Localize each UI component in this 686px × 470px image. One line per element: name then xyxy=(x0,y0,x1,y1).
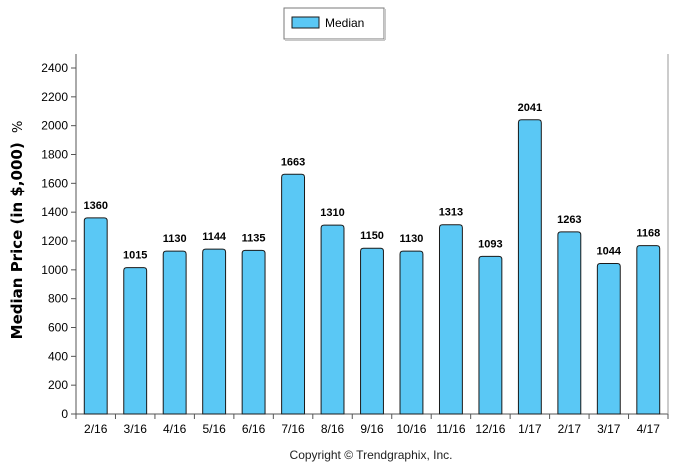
bar-value-label: 1144 xyxy=(202,231,227,243)
y-tick-label: 600 xyxy=(48,321,68,335)
bar-value-label: 1093 xyxy=(478,238,502,250)
y-tick-label: 800 xyxy=(48,292,68,306)
bars: 1360 1015 1130 1144 1135 1663 1310 1150 1130 1313… xyxy=(83,102,661,415)
x-tick-label: 12/16 xyxy=(475,422,505,436)
bar-3-17 xyxy=(596,262,621,415)
x-tick-label: 5/16 xyxy=(202,422,226,436)
y-tick-label: 1200 xyxy=(41,234,68,248)
x-tick-label: 11/16 xyxy=(436,422,465,436)
x-tick-label: 7/16 xyxy=(281,422,305,436)
y-tick-label: 400 xyxy=(48,349,68,363)
bar-value-label: 2041 xyxy=(518,102,542,114)
bar-value-label: 1310 xyxy=(320,207,344,219)
x-tick-label: 3/17 xyxy=(597,422,621,436)
bar-value-label: 1044 xyxy=(597,245,622,257)
bar-11-16 xyxy=(438,224,463,415)
y-tick-label: 2400 xyxy=(41,61,68,75)
x-tick-label: 4/17 xyxy=(637,422,661,436)
y-tick-label: 1000 xyxy=(41,263,68,277)
y-tick-label: 1400 xyxy=(41,205,68,219)
bar-4-17 xyxy=(636,245,661,415)
bar-8-16 xyxy=(320,224,345,415)
x-tick-label: 9/16 xyxy=(360,422,384,436)
y-tick-label: 2200 xyxy=(41,90,68,104)
x-tick-label: 3/16 xyxy=(124,422,148,436)
legend-label-median: Median xyxy=(325,16,364,30)
bar-2-17 xyxy=(557,231,582,415)
legend-swatch xyxy=(291,16,320,29)
y-tick-label: 1800 xyxy=(41,148,68,162)
bar-value-label: 1663 xyxy=(281,156,305,168)
bar-value-label: 1130 xyxy=(400,233,424,245)
y-tick-label: 200 xyxy=(48,378,68,392)
bar-value-label: 1168 xyxy=(636,228,660,240)
legend: Median xyxy=(283,7,386,41)
copyright-text: Copyright © Trendgraphix, Inc. xyxy=(290,448,453,462)
bar-3-16 xyxy=(123,267,148,415)
bar-10-16 xyxy=(399,250,424,415)
bar-value-label: 1015 xyxy=(123,250,147,262)
bar-value-label: 1150 xyxy=(360,230,384,242)
x-tick-label: 2/16 xyxy=(84,422,108,436)
y-tick-label: 1600 xyxy=(41,176,68,190)
y-axis-label-unit: % xyxy=(11,121,26,133)
x-tick-label: 8/16 xyxy=(321,422,345,436)
bar-9-16 xyxy=(360,247,384,415)
bar-value-label: 1263 xyxy=(557,214,581,226)
bar-6-16 xyxy=(241,249,266,415)
bar-12-16 xyxy=(478,255,503,415)
x-tick-label: 4/16 xyxy=(163,422,187,436)
bar-5-16 xyxy=(202,248,227,415)
bar-7-16 xyxy=(281,173,306,415)
bar-value-label: 1135 xyxy=(242,232,266,244)
axes: 0 200 400 600 800 1000 1200 1400 1600 1800 2000 220… xyxy=(41,54,669,436)
bar-1-17 xyxy=(517,119,542,415)
x-tick-label: 10/16 xyxy=(396,422,426,436)
y-tick-label: 0 xyxy=(61,407,68,421)
y-axis-title: Median Price (in $,000) % xyxy=(8,121,26,340)
bar-4-16 xyxy=(162,250,187,415)
y-tick-label: 2000 xyxy=(41,119,68,133)
bar-value-label: 1313 xyxy=(439,207,463,219)
y-axis-label: Median Price (in $,000) % xyxy=(8,121,26,340)
y-axis-label-main: Median Price (in $,000) xyxy=(8,142,26,339)
bar-2-16 xyxy=(83,217,108,415)
x-tick-label: 2/17 xyxy=(558,422,582,436)
x-tick-label: 6/16 xyxy=(242,422,266,436)
x-tick-label: 1/17 xyxy=(518,422,542,436)
bar-value-label: 1130 xyxy=(163,233,187,245)
bar-value-label: 1360 xyxy=(83,200,107,212)
